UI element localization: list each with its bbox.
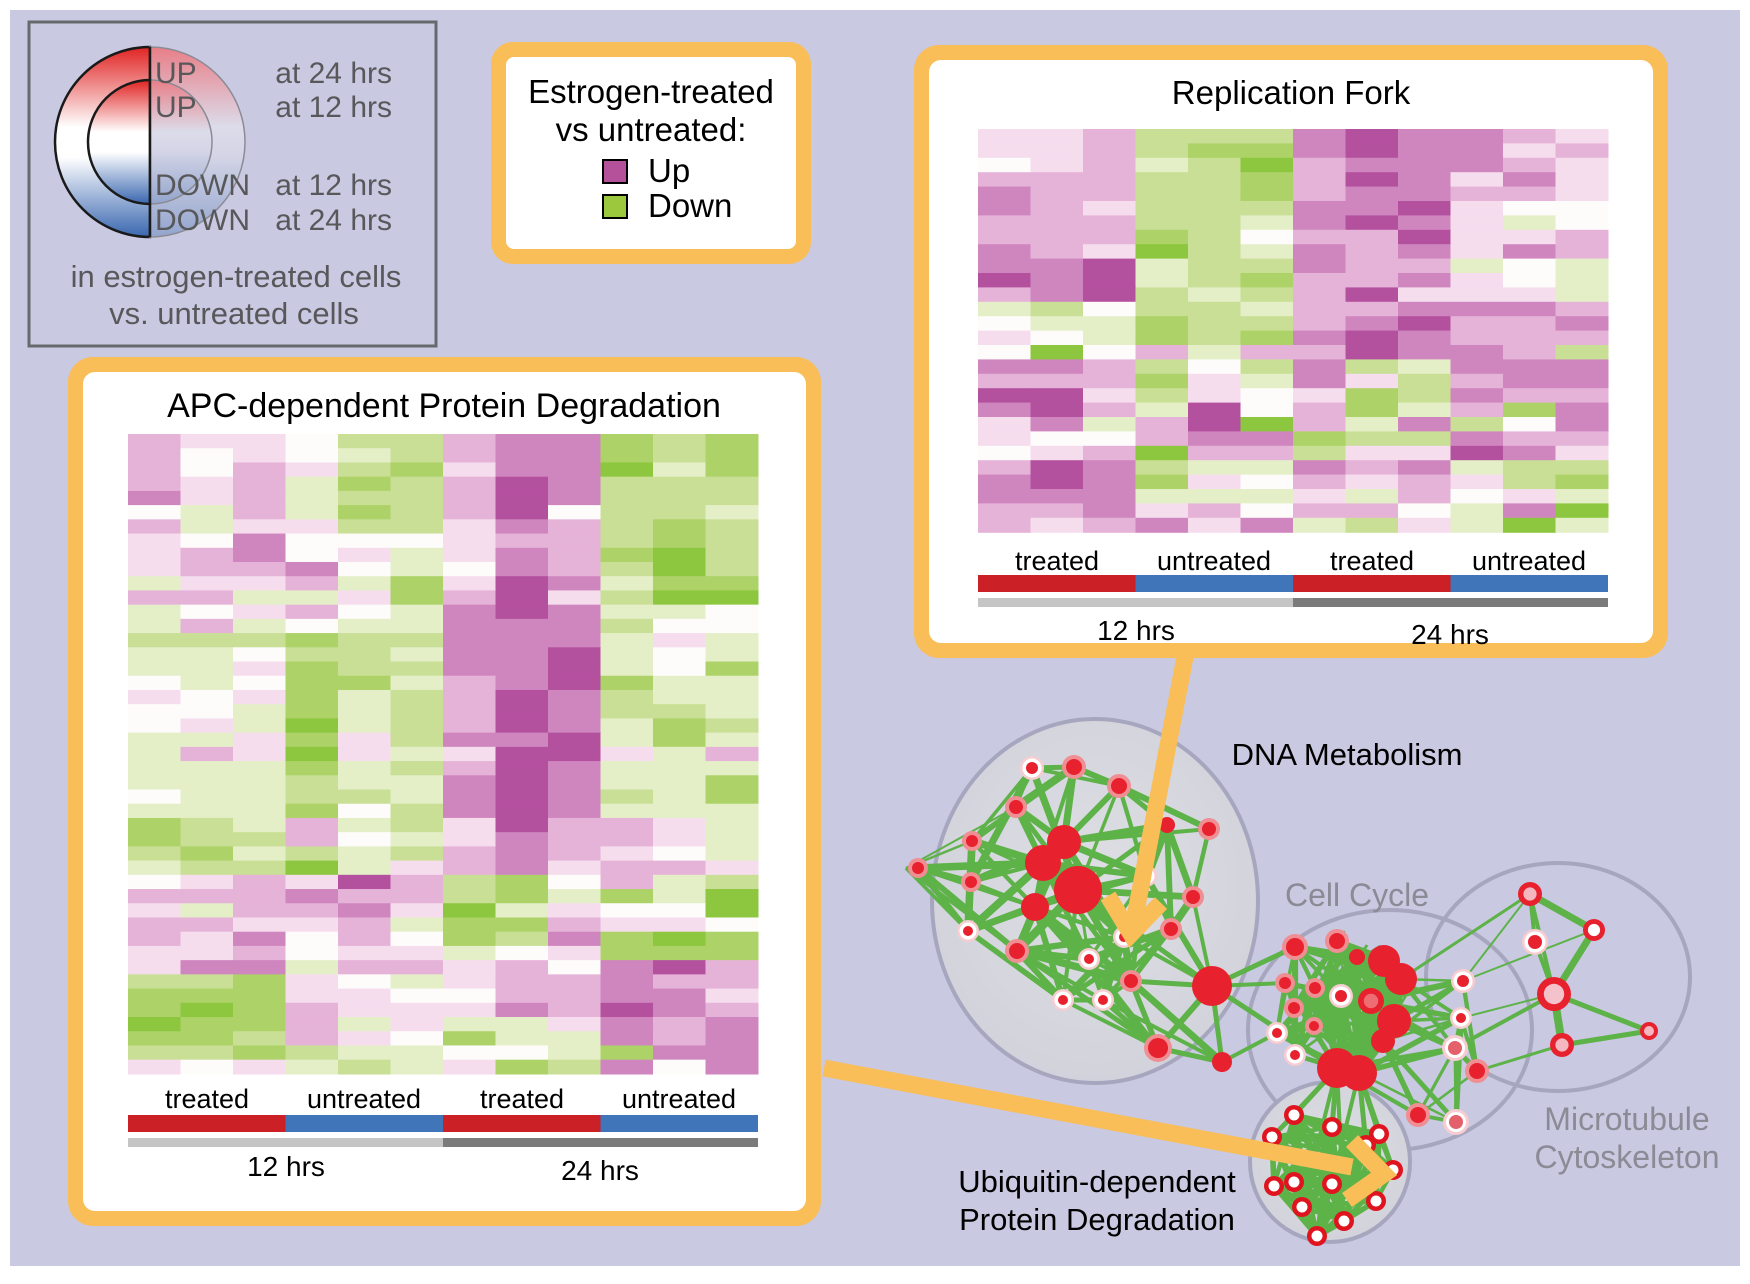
svg-text:at 12 hrs: at 12 hrs — [275, 169, 392, 202]
svg-text:Ubiquitin-dependent: Ubiquitin-dependent — [958, 1164, 1236, 1199]
svg-text:treated: treated — [165, 1084, 249, 1114]
svg-text:untreated: untreated — [622, 1084, 736, 1114]
svg-text:Microtubule: Microtubule — [1544, 1101, 1709, 1137]
svg-text:Protein Degradation: Protein Degradation — [959, 1202, 1235, 1237]
svg-text:at 24 hrs: at 24 hrs — [275, 57, 392, 90]
svg-text:24 hrs: 24 hrs — [561, 1155, 639, 1186]
svg-text:DOWN: DOWN — [155, 169, 250, 202]
svg-text:treated: treated — [480, 1084, 564, 1114]
svg-text:at 12 hrs: at 12 hrs — [275, 91, 392, 124]
svg-text:Up: Up — [648, 152, 690, 189]
svg-text:Cytoskeleton: Cytoskeleton — [1535, 1139, 1720, 1175]
svg-text:24 hrs: 24 hrs — [1411, 619, 1489, 650]
svg-text:APC-dependent Protein Degradat: APC-dependent Protein Degradation — [167, 387, 721, 425]
svg-text:12 hrs: 12 hrs — [247, 1151, 325, 1182]
svg-text:at 24 hrs: at 24 hrs — [275, 204, 392, 237]
svg-text:Down: Down — [648, 187, 732, 224]
svg-text:UP: UP — [155, 57, 197, 90]
svg-text:Replication Fork: Replication Fork — [1172, 74, 1411, 111]
svg-text:Cell Cycle: Cell Cycle — [1285, 877, 1429, 913]
svg-text:treated: treated — [1330, 546, 1414, 576]
svg-text:untreated: untreated — [307, 1084, 421, 1114]
svg-text:DOWN: DOWN — [155, 204, 250, 237]
svg-text:untreated: untreated — [1157, 546, 1271, 576]
svg-text:untreated: untreated — [1472, 546, 1586, 576]
svg-text:12 hrs: 12 hrs — [1097, 615, 1175, 646]
svg-text:in estrogen-treated cells: in estrogen-treated cells — [71, 259, 402, 294]
svg-text:UP: UP — [155, 91, 197, 124]
svg-text:vs untreated:: vs untreated: — [556, 111, 747, 148]
svg-text:treated: treated — [1015, 546, 1099, 576]
svg-text:vs. untreated cells: vs. untreated cells — [109, 296, 359, 331]
svg-text:Estrogen-treated: Estrogen-treated — [528, 73, 774, 110]
svg-text:DNA Metabolism: DNA Metabolism — [1232, 737, 1463, 772]
